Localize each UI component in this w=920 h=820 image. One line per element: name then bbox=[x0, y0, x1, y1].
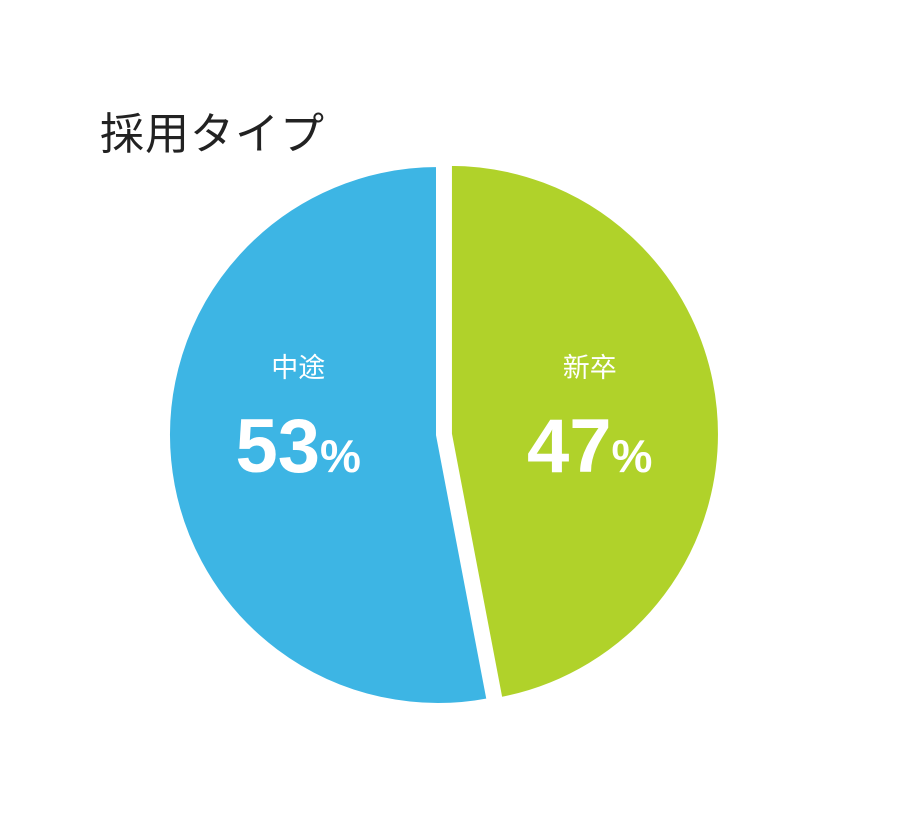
slice-value-shinsotsu: 47% bbox=[527, 404, 652, 489]
slice-value-chuto-number: 53 bbox=[235, 404, 320, 489]
slice-1-label-group: 新卒 47% bbox=[527, 353, 652, 489]
slice-0-label-group: 中途 53% bbox=[235, 353, 360, 489]
slices-group bbox=[166, 161, 722, 707]
slice-shinsotsu bbox=[447, 161, 722, 702]
slice-value-shinsotsu-unit: % bbox=[612, 430, 653, 482]
slice-value-shinsotsu-number: 47 bbox=[527, 404, 612, 489]
slice-value-chuto: 53% bbox=[235, 404, 360, 489]
labels-group: 中途 53% 新卒 47% bbox=[235, 353, 652, 489]
chart-title: 採用タイプ bbox=[100, 109, 325, 160]
slice-chuto bbox=[166, 162, 491, 707]
slice-value-chuto-unit: % bbox=[320, 430, 361, 482]
slice-label-shinsotsu: 新卒 bbox=[563, 353, 617, 384]
slice-label-chuto: 中途 bbox=[271, 353, 325, 384]
